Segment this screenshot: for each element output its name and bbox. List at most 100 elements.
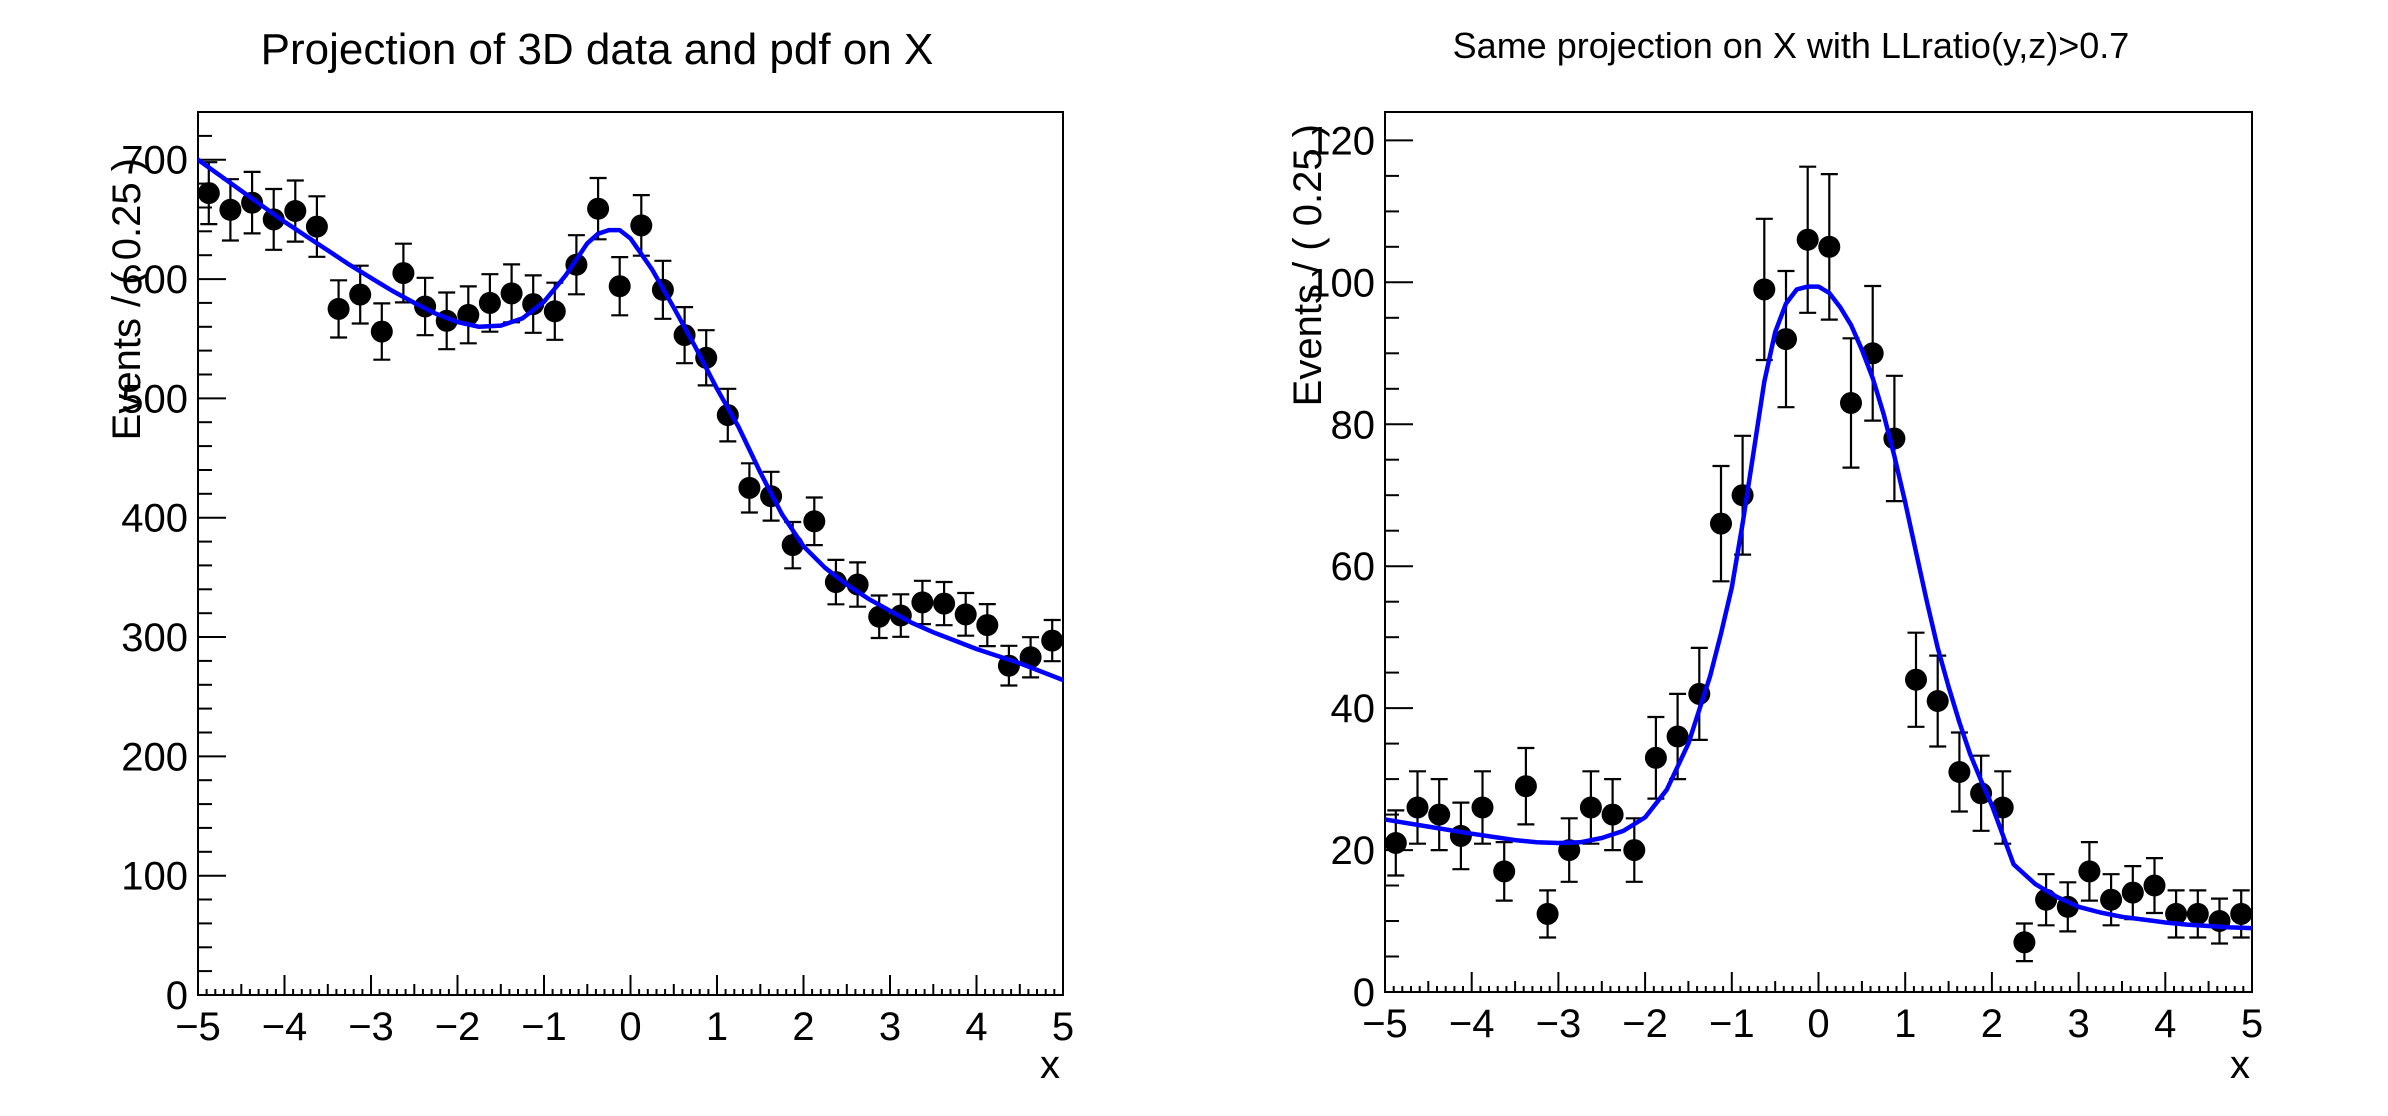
data-point <box>1818 235 1841 258</box>
data-point <box>370 320 393 343</box>
left-pad: −5 −4 −3 −2 −1 0 1 2 3 4 5 0 100 200 300 400 500 600 700 P… <box>105 25 1074 1087</box>
x-tick-label: −4 <box>262 1005 308 1049</box>
data-point <box>630 214 653 237</box>
data-point <box>219 198 242 221</box>
plot-frame <box>1384 111 2253 993</box>
x-tick-label: −3 <box>348 1005 394 1049</box>
data-point <box>392 262 415 285</box>
data-point <box>327 297 350 320</box>
data-point <box>824 571 847 594</box>
data-point <box>2121 881 2144 904</box>
data-point <box>1905 668 1927 691</box>
x-tick-label: 4 <box>2154 1002 2176 1046</box>
data-point <box>1406 796 1429 819</box>
data-point <box>587 197 610 220</box>
x-tick-label: 0 <box>619 1005 641 1049</box>
data-point <box>1019 646 1042 669</box>
x-tick-label: −5 <box>175 1005 221 1049</box>
left-plot-render: −5 −4 −3 −2 −1 0 1 2 3 4 5 0 100 200 300 400 500 600 700 <box>121 111 1074 1049</box>
right-y-axis-title: Events / ( 0.25 ) <box>1286 124 1330 406</box>
data-point <box>1710 512 1732 535</box>
data-point <box>1775 328 1797 351</box>
data-point <box>1471 796 1494 819</box>
x-tick-label: 1 <box>706 1005 728 1049</box>
data-point <box>1041 629 1064 652</box>
plot-frame <box>197 111 1064 996</box>
right-pad: −5 −4 −3 −2 −1 0 1 2 3 4 5 0 20 40 60 80 100 120 Same pro… <box>1286 25 2263 1087</box>
x-tick-label: −1 <box>1709 1002 1755 1046</box>
data-point <box>1579 796 1602 819</box>
y-tick-label: 700 <box>121 139 188 183</box>
data-point <box>1753 278 1776 301</box>
data-point <box>457 303 480 326</box>
data-point <box>954 603 977 626</box>
data-point <box>1666 725 1689 748</box>
data-point <box>1493 860 1516 883</box>
y-tick-label: 0 <box>166 974 188 1018</box>
pdf-curve <box>198 157 1063 683</box>
data-point <box>262 208 285 231</box>
right-plot-render: −5 −4 −3 −2 −1 0 1 2 3 4 5 0 20 40 60 80 100 120 <box>1308 111 2263 1046</box>
x-tick-label: 4 <box>965 1005 987 1049</box>
data-point <box>2143 874 2166 897</box>
data-point <box>608 275 631 298</box>
y-tick-label: 100 <box>1308 261 1375 305</box>
x-tick-label: −4 <box>1449 1002 1495 1046</box>
data-point <box>500 282 523 305</box>
data-point <box>1644 746 1667 769</box>
y-tick-label: 40 <box>1331 687 1376 731</box>
data-point <box>803 510 826 533</box>
data-point <box>2100 888 2123 911</box>
data-point <box>976 614 999 637</box>
data-point <box>1840 392 1862 414</box>
pdf-curve <box>1385 284 2252 931</box>
data-point <box>868 605 891 628</box>
x-tick-label: −1 <box>521 1005 567 1049</box>
x-tick-label: 0 <box>1807 1002 1829 1046</box>
data-point <box>1514 775 1537 798</box>
y-tick-label: 100 <box>121 855 188 899</box>
data-point <box>1926 690 1949 712</box>
data-point <box>1601 803 1624 826</box>
x-tick-label: 2 <box>1981 1002 2003 1046</box>
y-tick-label: 20 <box>1331 829 1376 873</box>
x-tick-label: −2 <box>435 1005 481 1049</box>
data-point <box>1449 824 1472 847</box>
data-point <box>1536 902 1559 925</box>
x-tick-label: −5 <box>1362 1002 1408 1046</box>
data-point <box>1796 228 1819 251</box>
data-point <box>1948 761 1971 783</box>
data-point <box>522 293 545 316</box>
data-point <box>197 182 220 205</box>
y-tick-label: 60 <box>1331 545 1376 589</box>
y-tick-label: 400 <box>121 497 188 541</box>
x-tick-label: −2 <box>1622 1002 1668 1046</box>
left-y-axis-title: Events / ( 0.25 ) <box>105 158 149 440</box>
data-point <box>1428 803 1451 826</box>
x-tick-label: 3 <box>879 1005 901 1049</box>
data-point <box>284 200 307 222</box>
y-tick-label: 600 <box>121 258 188 302</box>
data-point <box>1384 832 1407 854</box>
y-tick-label: 500 <box>121 377 188 421</box>
data-point <box>543 300 566 323</box>
left-chart-title: Projection of 3D data and pdf on X <box>261 25 934 74</box>
data-point <box>2078 860 2101 883</box>
right-chart-title: Same projection on X with LLratio(y,z)>0… <box>1453 25 2130 66</box>
data-point <box>2013 931 2036 954</box>
data-point <box>478 291 501 314</box>
right-x-axis-title: x <box>2230 1043 2250 1087</box>
data-point <box>1991 796 2014 819</box>
y-tick-label: 0 <box>1353 971 1375 1015</box>
data-point <box>2186 902 2209 925</box>
x-tick-label: 2 <box>792 1005 814 1049</box>
y-tick-label: 120 <box>1308 119 1375 163</box>
data-point <box>2165 902 2188 925</box>
x-tick-label: 1 <box>1894 1002 1916 1046</box>
data-point <box>2230 902 2253 925</box>
y-tick-label: 300 <box>121 616 188 660</box>
data-point <box>933 592 956 615</box>
y-tick-label: 200 <box>121 735 188 779</box>
x-tick-label: 5 <box>2241 1002 2263 1046</box>
